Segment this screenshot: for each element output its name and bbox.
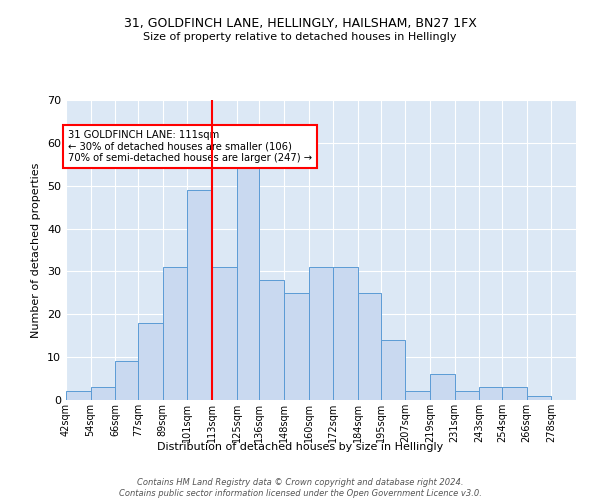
Bar [259,280,284,400]
Bar [527,396,551,400]
Bar [308,267,334,400]
Bar [115,362,138,400]
Bar [236,160,259,400]
Text: Size of property relative to detached houses in Hellingly: Size of property relative to detached ho… [143,32,457,42]
Bar [66,392,91,400]
Bar [430,374,455,400]
Text: 31 GOLDFINCH LANE: 111sqm
← 30% of detached houses are smaller (106)
70% of semi: 31 GOLDFINCH LANE: 111sqm ← 30% of detac… [68,130,312,163]
Bar [406,392,430,400]
Bar [163,267,187,400]
Y-axis label: Number of detached properties: Number of detached properties [31,162,41,338]
Bar [358,293,380,400]
Bar [502,387,527,400]
Text: 31, GOLDFINCH LANE, HELLINGLY, HAILSHAM, BN27 1FX: 31, GOLDFINCH LANE, HELLINGLY, HAILSHAM,… [124,18,476,30]
Text: Contains HM Land Registry data © Crown copyright and database right 2024.
Contai: Contains HM Land Registry data © Crown c… [119,478,481,498]
Bar [380,340,406,400]
Bar [284,293,308,400]
Bar [334,267,358,400]
Text: Distribution of detached houses by size in Hellingly: Distribution of detached houses by size … [157,442,443,452]
Bar [91,387,115,400]
Bar [212,267,236,400]
Bar [455,392,479,400]
Bar [138,323,163,400]
Bar [479,387,502,400]
Bar [187,190,212,400]
